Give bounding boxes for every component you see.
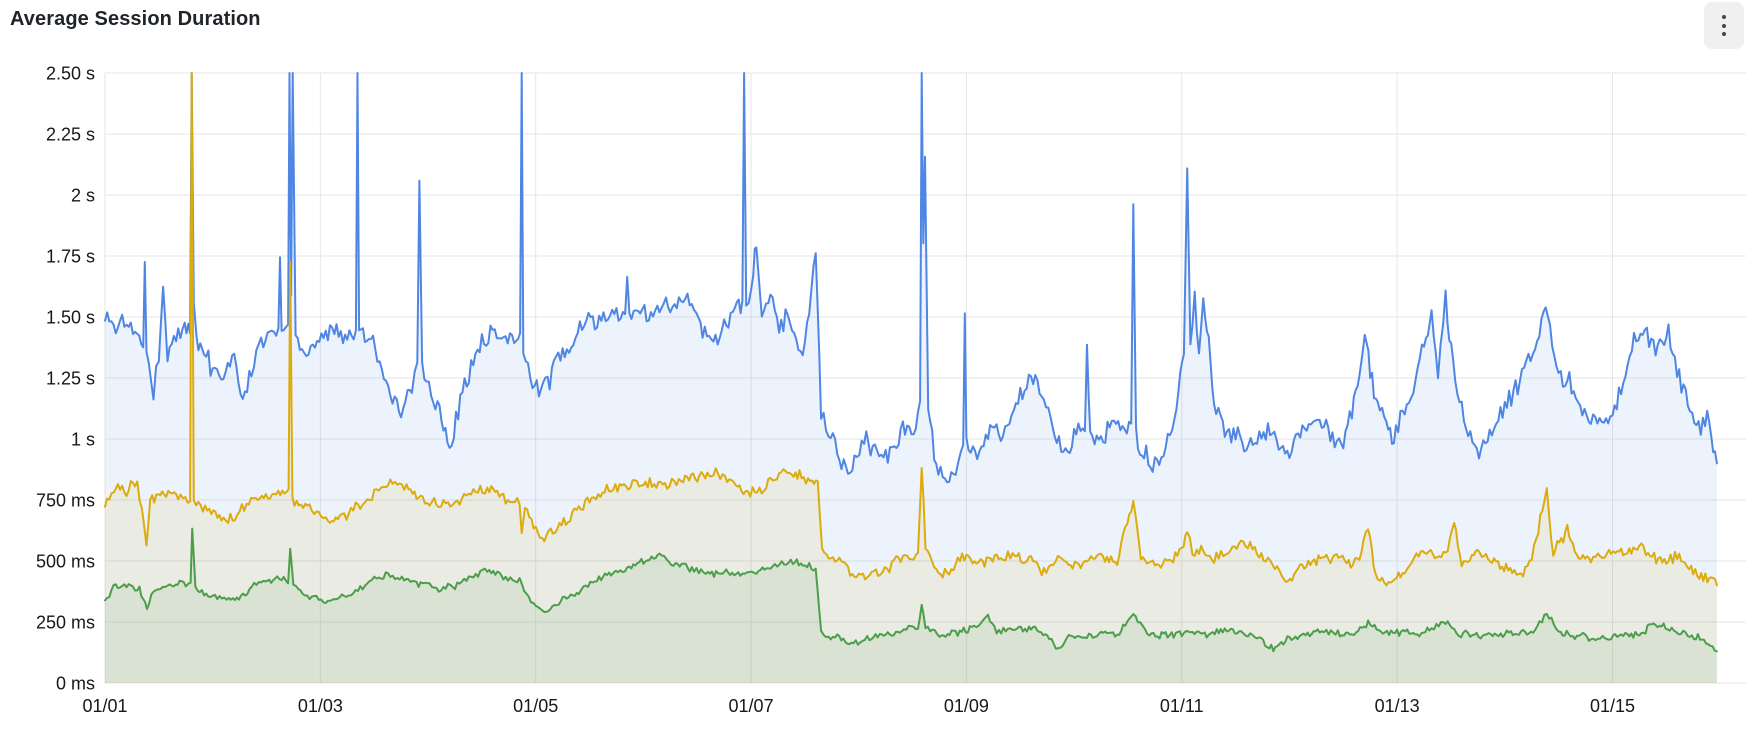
y-axis-tick-label: 1.50 s bbox=[46, 308, 95, 328]
series-yellow-line bbox=[104, 72, 1718, 587]
series-yellow-area bbox=[105, 73, 1717, 683]
x-axis-tick-label: 01/09 bbox=[944, 696, 989, 716]
x-axis-tick-label: 01/07 bbox=[729, 696, 774, 716]
x-axis-tick-label: 01/03 bbox=[298, 696, 343, 716]
kebab-vertical-icon bbox=[1722, 12, 1726, 38]
y-axis-tick-label: 2.50 s bbox=[46, 64, 95, 84]
y-axis-tick-label: 500 ms bbox=[36, 552, 95, 572]
panel-header: Average Session Duration bbox=[0, 0, 1746, 54]
y-axis-tick-label: 250 ms bbox=[36, 613, 95, 633]
y-axis-tick-label: 2.25 s bbox=[46, 125, 95, 145]
panel-menu-button[interactable] bbox=[1704, 2, 1744, 49]
x-axis-tick-label: 01/15 bbox=[1590, 696, 1635, 716]
y-axis-tick-label: 0 ms bbox=[56, 674, 95, 694]
x-axis-tick-label: 01/13 bbox=[1375, 696, 1420, 716]
y-axis-tick-label: 2 s bbox=[71, 186, 95, 206]
x-axis-tick-label: 01/01 bbox=[82, 696, 127, 716]
panel-title: Average Session Duration bbox=[10, 8, 261, 30]
series-green-line bbox=[104, 527, 1718, 653]
x-axis-tick-label: 01/11 bbox=[1160, 696, 1204, 716]
x-axis-tick-label: 01/05 bbox=[513, 696, 558, 716]
series-green-area bbox=[105, 528, 1717, 683]
y-axis-tick-label: 1.25 s bbox=[46, 369, 95, 389]
series-blue-line bbox=[104, 72, 1718, 484]
y-axis-tick-label: 750 ms bbox=[36, 491, 95, 511]
series-blue-area bbox=[105, 73, 1717, 683]
y-axis-tick-label: 1.75 s bbox=[46, 247, 95, 267]
y-axis-tick-label: 1 s bbox=[71, 430, 95, 450]
